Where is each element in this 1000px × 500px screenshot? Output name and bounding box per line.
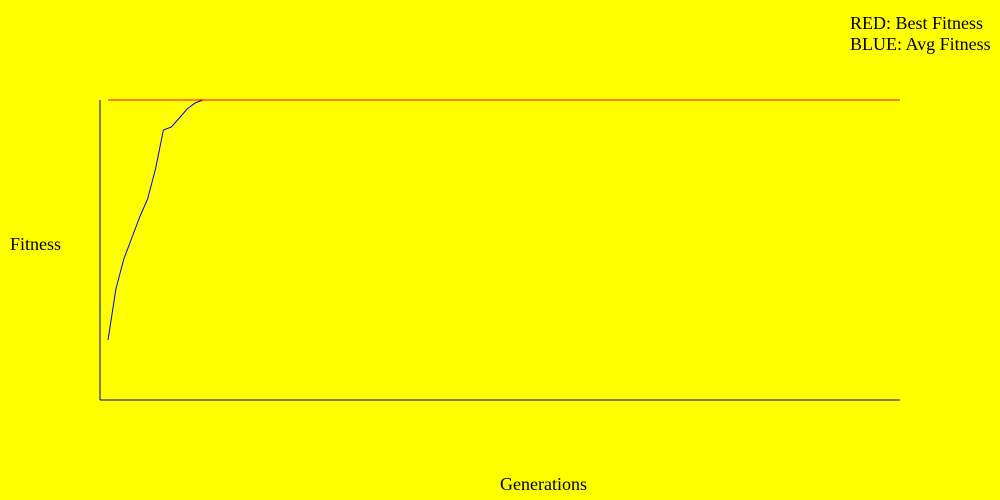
y-axis-label: Fitness [10,234,62,254]
legend-avg-fitness: BLUE: Avg Fitness [850,34,991,54]
x-axis-label: Generations [500,474,587,494]
series-line-avg-fitness [107,99,900,341]
legend-best-fitness: RED: Best Fitness [850,13,984,33]
